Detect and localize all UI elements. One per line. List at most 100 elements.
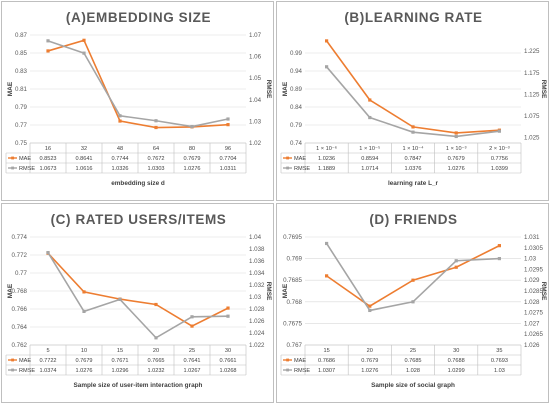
data-point-rmse xyxy=(190,124,194,129)
data-point-rmse xyxy=(497,129,501,133)
line-chart: (D) FRIENDS 0.767 0.7675 0.768 0.7685 0.769 0.… xyxy=(280,212,547,389)
data-table xyxy=(5,142,247,174)
series-line-rmse xyxy=(47,40,229,128)
data-point-rmse xyxy=(226,117,230,121)
data-point-rmse xyxy=(46,251,50,255)
data-label: 0.7679 xyxy=(448,156,465,162)
data-label: 1.0399 xyxy=(491,166,508,172)
data-label: 1.0276 xyxy=(183,166,200,172)
y-tick-label: 0.768 xyxy=(287,299,303,306)
legend-marker-mae xyxy=(11,156,14,160)
data-label: 1.0673 xyxy=(39,166,56,172)
data-label: 0.7679 xyxy=(361,358,378,364)
legend-label: MAE xyxy=(294,156,306,162)
data-point-mae xyxy=(82,290,86,294)
data-table xyxy=(280,344,522,376)
data-point-rmse xyxy=(325,241,329,246)
x-tick-label: 1 × 10⁻⁴ xyxy=(402,145,424,152)
y-tick-label: 0.768 xyxy=(12,288,28,295)
legend-marker-rmse xyxy=(286,166,289,170)
y2-tick-label: 1.0305 xyxy=(524,245,543,252)
line-chart: (A)EMBEDDING SIZE 0.75 0.77 0.79 0.81 0.83 0.8… xyxy=(5,10,272,187)
data-label: 0.7688 xyxy=(448,358,465,364)
legend-marker-rmse xyxy=(286,368,289,372)
y2-axis-label: RMSE xyxy=(540,80,547,99)
data-label: 0.8641 xyxy=(75,156,92,162)
chart-title: (C) RATED USERS/ITEMS xyxy=(51,212,227,227)
data-label: 0.7672 xyxy=(147,156,164,162)
x-tick-label: 96 xyxy=(225,146,231,152)
data-label: 1.0296 xyxy=(111,368,128,374)
x-tick-label: 35 xyxy=(496,348,502,354)
data-label: 0.7661 xyxy=(219,358,236,364)
data-point-mae xyxy=(411,278,415,282)
y-tick-label: 0.83 xyxy=(15,68,28,75)
line-chart: (B)LEARNING RATE 0.74 0.79 0.84 0.89 0.94 0.99… xyxy=(280,10,547,187)
data-point-mae xyxy=(325,39,329,43)
y2-tick-label: 1.029 xyxy=(524,277,540,284)
x-tick-label: 16 xyxy=(45,146,51,152)
y-tick-label: 0.79 xyxy=(290,122,303,129)
y-tick-label: 0.87 xyxy=(15,32,28,39)
data-label: 1.0276 xyxy=(75,368,92,374)
x-tick-label: 32 xyxy=(81,146,87,152)
y2-tick-label: 1.225 xyxy=(524,48,540,55)
y2-tick-label: 1.175 xyxy=(524,70,540,77)
y2-tick-label: 1.0265 xyxy=(524,331,543,338)
chart-panel-embedding-size: (A)EMBEDDING SIZE 0.75 0.77 0.79 0.81 0.83 0.8… xyxy=(1,1,274,201)
y-tick-label: 0.94 xyxy=(290,68,303,75)
y-tick-label: 0.764 xyxy=(12,324,28,331)
y-tick-label: 0.74 xyxy=(290,140,303,147)
x-tick-label: 30 xyxy=(225,348,231,354)
y-tick-label: 0.77 xyxy=(15,122,28,129)
y-tick-label: 0.766 xyxy=(12,306,28,313)
x-tick-label: 15 xyxy=(323,348,329,354)
series-line-rmse xyxy=(47,252,229,339)
legend-label: RMSE xyxy=(19,368,35,374)
data-label: 0.7665 xyxy=(147,358,164,364)
data-label: 0.7704 xyxy=(219,156,236,162)
legend-marker-mae xyxy=(11,358,14,362)
data-label: 1.0311 xyxy=(220,166,237,172)
y2-axis-label: RMSE xyxy=(540,282,547,301)
y2-tick-label: 1.026 xyxy=(524,342,540,349)
data-label: 1.0299 xyxy=(448,368,465,374)
y-tick-label: 0.89 xyxy=(290,86,303,93)
data-point-mae xyxy=(497,244,501,248)
data-point-mae xyxy=(368,304,372,308)
y2-tick-label: 1.03 xyxy=(249,118,262,125)
data-point-rmse xyxy=(154,119,158,123)
x-tick-label: 1 × 10⁻⁶ xyxy=(316,145,337,152)
data-point-rmse xyxy=(118,297,122,301)
data-label: 1.0326 xyxy=(111,166,128,172)
x-axis-label: Sample size of social graph xyxy=(371,382,455,389)
x-tick-label: 25 xyxy=(410,348,416,354)
y2-tick-label: 1.04 xyxy=(249,234,262,241)
y-tick-label: 0.767 xyxy=(287,342,303,349)
data-point-rmse xyxy=(411,300,415,304)
legend-label: RMSE xyxy=(294,166,310,172)
y-tick-label: 0.7685 xyxy=(283,277,302,284)
data-label: 0.7693 xyxy=(491,358,508,364)
data-table xyxy=(280,142,522,174)
data-point-rmse xyxy=(368,308,372,313)
chart-title: (D) FRIENDS xyxy=(369,212,457,227)
x-tick-label: 1 × 10⁻⁵ xyxy=(359,145,380,152)
data-point-rmse xyxy=(368,115,372,120)
y-tick-label: 0.79 xyxy=(15,104,28,111)
legend-marker-mae xyxy=(286,156,289,160)
y2-tick-label: 1.028 xyxy=(524,299,540,306)
data-label: 1.0267 xyxy=(183,368,200,374)
y2-tick-label: 1.0275 xyxy=(524,310,543,317)
y2-tick-label: 1.0295 xyxy=(524,266,543,273)
series-line-mae xyxy=(47,252,229,328)
data-point-rmse xyxy=(190,315,194,319)
series-line-mae xyxy=(47,39,229,129)
data-label: 0.7679 xyxy=(183,156,200,162)
data-point-rmse xyxy=(454,259,458,263)
y-tick-label: 0.769 xyxy=(287,256,303,263)
y2-tick-label: 1.038 xyxy=(249,246,265,253)
data-label: 0.7686 xyxy=(318,358,335,364)
data-point-mae xyxy=(454,131,458,135)
x-tick-label: 30 xyxy=(453,348,459,354)
